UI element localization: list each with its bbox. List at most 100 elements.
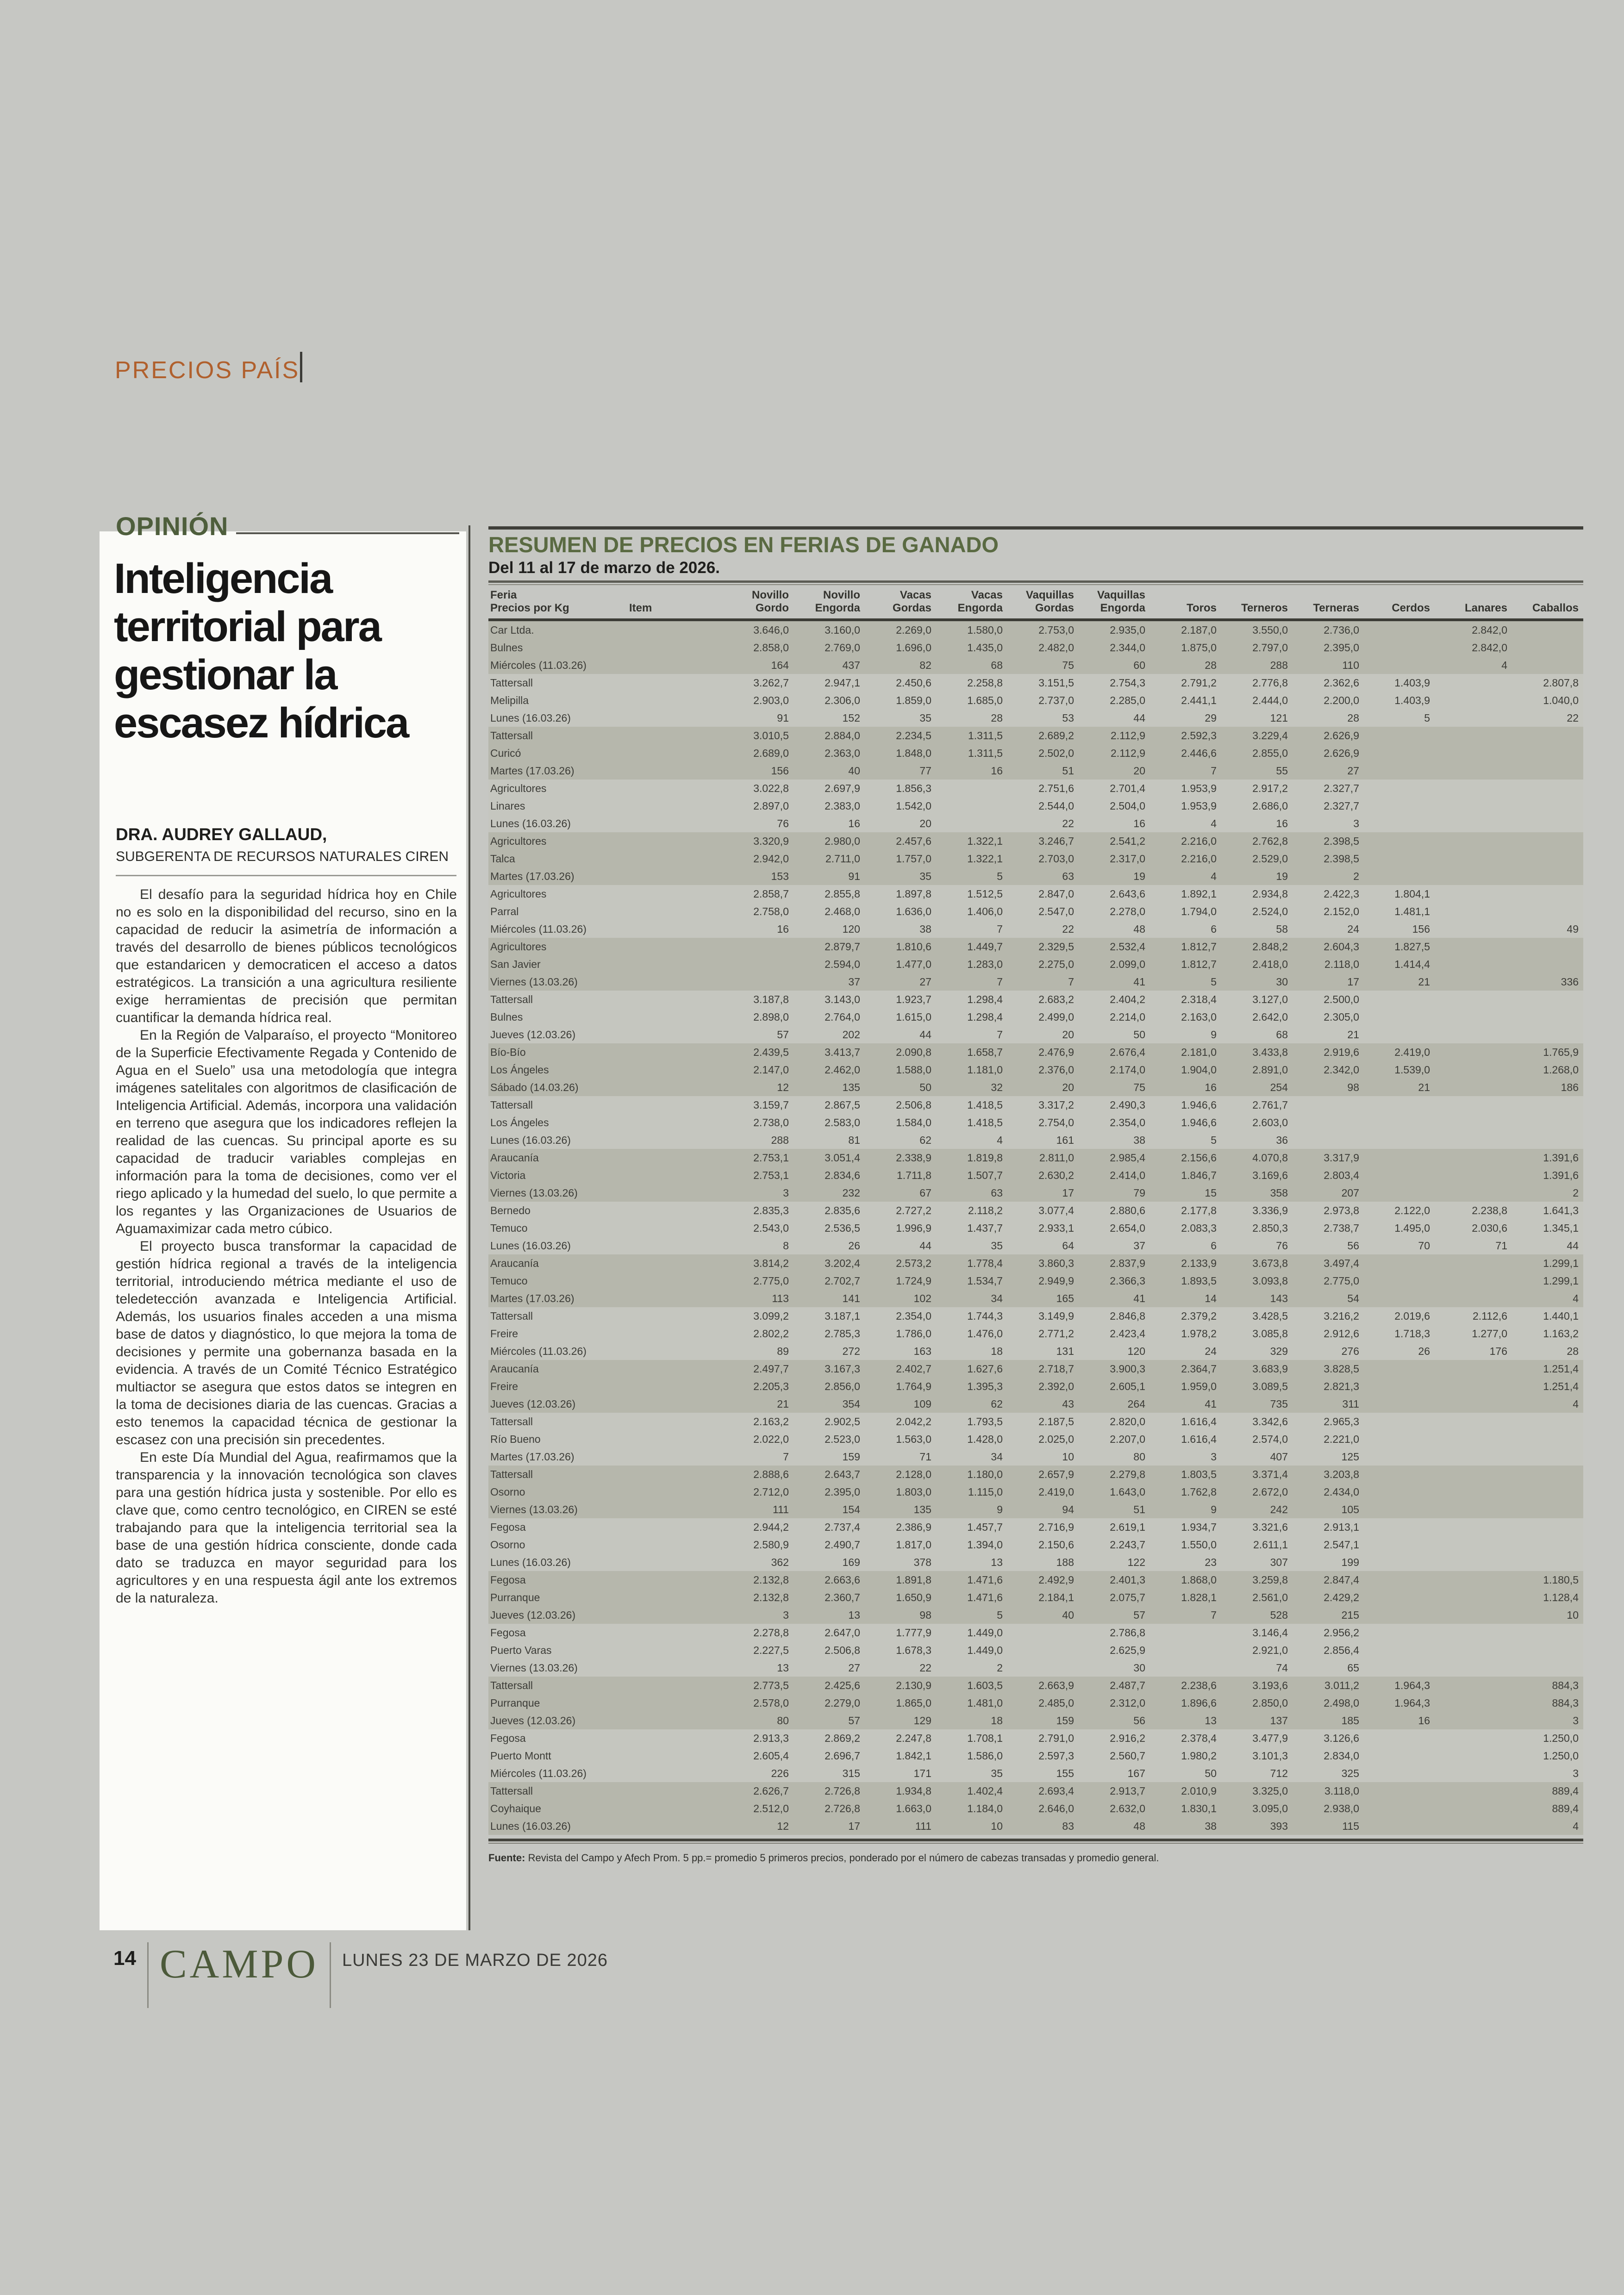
item-cell (627, 620, 722, 639)
price-cell: 159 (1056, 1714, 1074, 1727)
table-row: Car Ltda. 3.646,0 3.160,0 2.269,0 1.580,0 2.7… (488, 620, 1583, 639)
price-cell: 94 (1062, 1503, 1074, 1515)
price-cell: 884,3 (1552, 1696, 1579, 1709)
price-cell: 254 (1270, 1081, 1288, 1093)
price-cell (1435, 1782, 1512, 1800)
price-cell: 121 (1270, 711, 1288, 724)
price-cell (1435, 903, 1512, 920)
price-cell: 4.070,8 (1252, 1151, 1288, 1164)
price-cell: 2.903,0 (753, 694, 789, 706)
feria-cell: Purranque (490, 1696, 540, 1709)
table-row: Araucanía 2.753,1 3.051,4 2.338,9 1.819,8 2.8… (488, 1149, 1583, 1166)
price-cell (1364, 850, 1435, 867)
price-cell: 58 (1276, 923, 1288, 935)
price-cell: 3.089,5 (1252, 1380, 1288, 1392)
price-cell: 16 (848, 817, 860, 829)
price-cell: 1.495,0 (1394, 1222, 1430, 1234)
price-cell: 2.855,8 (824, 887, 860, 900)
price-cell: 37 (1133, 1239, 1145, 1252)
price-cell: 74 (1276, 1661, 1288, 1674)
table-double-rule (488, 580, 1583, 585)
price-table-section: RESUMEN DE PRECIOS EN FERIAS DE GANADO D… (488, 526, 1583, 1864)
price-cell: 188 (1056, 1556, 1074, 1568)
price-cell: 1.636,0 (896, 905, 931, 917)
price-cell: 2.122,0 (1394, 1204, 1430, 1216)
price-cell: 2.278,0 (1110, 905, 1145, 917)
price-cell: 2.532,4 (1110, 940, 1145, 953)
price-cell: 2.856,0 (824, 1380, 860, 1392)
price-cell (1435, 1413, 1512, 1430)
table-row: Agricultores 3.320,9 2.980,0 2.457,6 1.322,1… (488, 832, 1583, 850)
price-cell: 2.492,9 (1038, 1573, 1074, 1586)
price-cell: 4 (1211, 817, 1217, 829)
price-cell: 2.112,6 (1472, 1310, 1507, 1322)
price-cell (1293, 1096, 1364, 1114)
price-cell: 4 (1573, 1820, 1579, 1832)
item-cell (627, 1712, 722, 1729)
table-row: Melipilla 2.903,0 2.306,0 1.859,0 1.685,0 2.7… (488, 692, 1583, 709)
price-cell: 3.413,7 (824, 1046, 860, 1058)
price-cell: 3 (1211, 1450, 1217, 1463)
price-cell: 1.428,0 (967, 1433, 1003, 1445)
price-cell: 2.917,2 (1252, 782, 1288, 794)
price-cell: 2.327,7 (1324, 782, 1359, 794)
price-table-header: Feria Precios por Kg Item Novillo Gordo Novil… (488, 585, 1583, 620)
price-cell: 1.298,4 (967, 993, 1003, 1005)
price-cell: 1.685,0 (967, 694, 1003, 706)
price-cell: 4 (1501, 659, 1507, 671)
price-cell: 153 (771, 870, 789, 882)
price-cell: 1.803,5 (1181, 1468, 1217, 1480)
price-cell: 1.586,0 (967, 1749, 1003, 1762)
price-cell: 163 (913, 1345, 931, 1357)
price-cell: 3.814,2 (753, 1257, 789, 1269)
price-cell: 135 (913, 1503, 931, 1515)
price-cell: 2.821,3 (1324, 1380, 1359, 1392)
price-cell: 2.718,7 (1038, 1362, 1074, 1375)
price-cell: 1.395,3 (967, 1380, 1003, 1392)
price-cell: 199 (1341, 1556, 1359, 1568)
price-cell: 1.449,7 (967, 940, 1003, 953)
price-cell: 1.793,5 (967, 1415, 1003, 1428)
table-row: Miércoles (11.03.26) 164 437 82 68 75 60 28 288 1… (488, 656, 1583, 674)
price-cell: 1.762,8 (1181, 1485, 1217, 1498)
opinion-section-label: OPINIÓN (116, 511, 229, 541)
price-cell: 17 (1347, 975, 1359, 988)
item-cell (627, 1765, 722, 1782)
price-cell (1512, 1430, 1583, 1448)
table-row: Los Ángeles 2.738,0 2.583,0 1.584,0 1.418,5 2… (488, 1114, 1583, 1131)
price-cell: 2.318,4 (1181, 993, 1217, 1005)
col-header-line1: Vacas (971, 589, 1003, 601)
price-cell: 28 (1347, 711, 1359, 724)
feria-cell: Freire (490, 1380, 518, 1392)
price-cell: 2.354,0 (896, 1310, 931, 1322)
price-cell: 2 (997, 1661, 1003, 1674)
price-cell: 2.803,4 (1324, 1169, 1359, 1181)
price-cell (1435, 1624, 1512, 1641)
price-cell (1364, 1131, 1435, 1149)
price-cell: 2.187,5 (1038, 1415, 1074, 1428)
price-cell: 2.605,4 (753, 1749, 789, 1762)
price-cell: 171 (913, 1767, 931, 1779)
price-cell: 1.803,0 (896, 1485, 931, 1498)
price-cell: 2.133,9 (1181, 1257, 1217, 1269)
price-cell: 2.785,3 (824, 1327, 860, 1340)
feria-cell: Fegosa (490, 1732, 526, 1744)
price-cell: 2.025,0 (1038, 1433, 1074, 1445)
price-table-body: Car Ltda. 3.646,0 3.160,0 2.269,0 1.580,0 2.7… (488, 620, 1583, 1835)
price-cell (1512, 903, 1583, 920)
price-cell: 3.828,5 (1324, 1362, 1359, 1375)
price-cell: 154 (842, 1503, 860, 1515)
price-cell: 2.398,5 (1324, 852, 1359, 865)
table-row: Miércoles (11.03.26) 16 120 38 7 22 48 6 58 24 156… (488, 920, 1583, 938)
price-cell: 1.804,1 (1394, 887, 1430, 900)
price-cell (1512, 1114, 1583, 1131)
article-paragraph: El desafío para la seguridad hídrica hoy… (116, 887, 457, 1025)
feria-cell: Miércoles (11.03.26) (490, 659, 587, 671)
table-row: Talca 2.942,0 2.711,0 1.757,0 1.322,1 2.703,0… (488, 850, 1583, 867)
price-cell: 2.663,6 (824, 1573, 860, 1586)
price-cell: 13 (1205, 1714, 1217, 1727)
price-cell (1512, 815, 1583, 832)
col-header: Toros (1150, 585, 1221, 620)
col-header: Caballos (1512, 585, 1583, 620)
feria-cell: Agricultores (490, 940, 547, 953)
